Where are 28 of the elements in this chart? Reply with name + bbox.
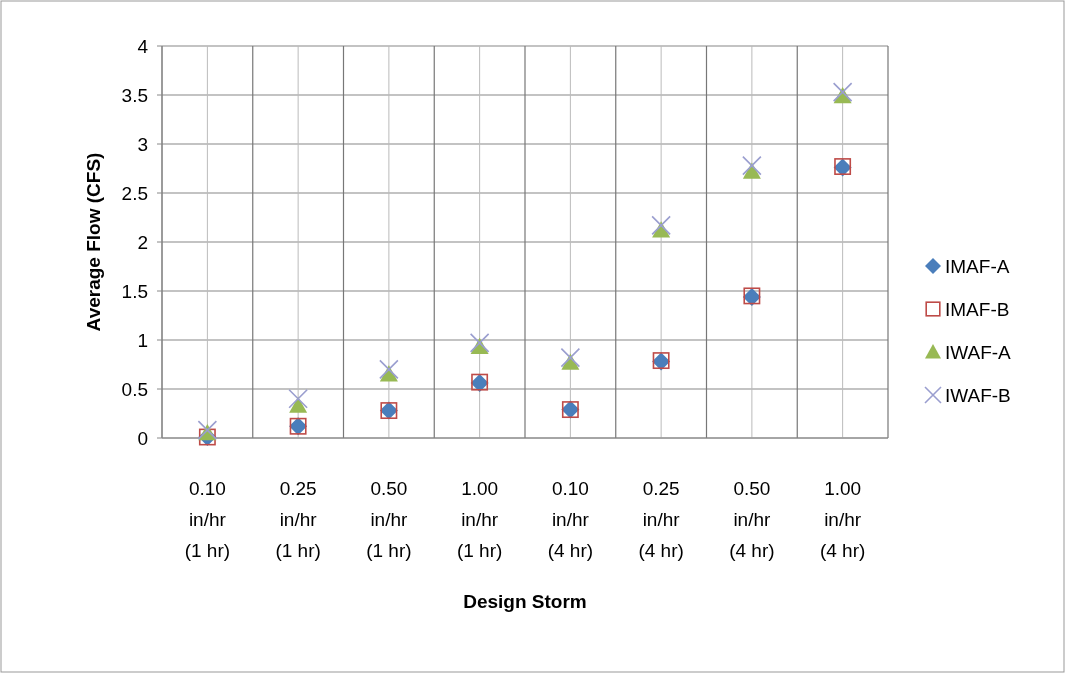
point [379, 359, 399, 380]
x-tick-label: 0.25 in/hr (1 hr) [275, 478, 321, 561]
legend-label: IMAF-B [945, 298, 1010, 320]
x-tick-label: 0.50 in/hr (4 hr) [729, 478, 775, 561]
point [288, 389, 308, 409]
x-axis-title: Design Storm [463, 591, 587, 612]
point [560, 347, 581, 368]
x-tick-label: 0.10 in/hr (4 hr) [547, 478, 594, 561]
y-tick-label: 3.5 [121, 84, 148, 106]
x-tick-label: 1.00 in/hr (1 hr) [456, 478, 503, 561]
y-tick-label: 2 [137, 231, 148, 253]
x-tick-label: 0.25 in/hr (4 hr) [638, 478, 684, 561]
y-tick-label: 1 [137, 329, 148, 351]
point [742, 155, 762, 176]
y-axis-title: Average Flow (CFS) [83, 152, 104, 332]
y-tick-label: 1.5 [121, 280, 148, 302]
legend-label: IWAF-A [945, 341, 1012, 363]
x-tick-label: 0.50 in/hr (1 hr) [366, 478, 412, 561]
y-tick-label: 0.5 [121, 378, 148, 400]
y-tick-label: 2.5 [121, 182, 148, 204]
y-tick-label: 4 [137, 35, 149, 57]
legend-label: IMAF-A [945, 255, 1010, 277]
x-tick-label: 1.00 in/hr (4 hr) [819, 478, 866, 561]
x-tick-label: 0.10 in/hr (1 hr) [184, 478, 231, 561]
y-tick-label: 3 [137, 133, 148, 155]
y-tick-label: 0 [137, 427, 148, 449]
point [651, 215, 671, 236]
legend-label: IWAF-B [945, 384, 1011, 406]
